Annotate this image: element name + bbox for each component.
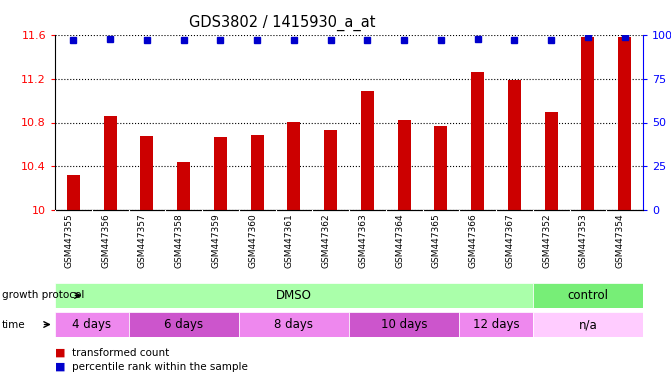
Bar xyxy=(177,162,190,210)
Bar xyxy=(214,137,227,210)
Text: 4 days: 4 days xyxy=(72,318,111,331)
Bar xyxy=(55,283,533,308)
Text: GSM447356: GSM447356 xyxy=(101,214,110,268)
Text: time: time xyxy=(2,319,25,329)
Text: 6 days: 6 days xyxy=(164,318,203,331)
Text: GSM447352: GSM447352 xyxy=(542,214,551,268)
Bar xyxy=(618,37,631,210)
Text: GSM447362: GSM447362 xyxy=(321,214,331,268)
Bar xyxy=(67,175,80,210)
Text: DMSO: DMSO xyxy=(276,289,312,302)
Text: GSM447360: GSM447360 xyxy=(248,214,257,268)
Text: GSM447367: GSM447367 xyxy=(505,214,515,268)
Text: GSM447366: GSM447366 xyxy=(468,214,478,268)
Bar xyxy=(459,312,533,337)
Bar xyxy=(55,312,129,337)
Bar xyxy=(287,122,301,210)
Bar xyxy=(533,283,643,308)
Bar xyxy=(324,130,337,210)
Text: GSM447365: GSM447365 xyxy=(432,214,441,268)
Text: GSM447361: GSM447361 xyxy=(285,214,294,268)
Bar xyxy=(239,312,349,337)
Text: GSM447358: GSM447358 xyxy=(174,214,184,268)
Text: n/a: n/a xyxy=(578,318,597,331)
Text: GSM447354: GSM447354 xyxy=(615,214,625,268)
Bar xyxy=(129,312,239,337)
Text: GSM447363: GSM447363 xyxy=(358,214,368,268)
Text: control: control xyxy=(568,289,609,302)
Bar xyxy=(471,72,484,210)
Bar xyxy=(140,136,153,210)
Text: GSM447355: GSM447355 xyxy=(64,214,73,268)
Bar xyxy=(545,112,558,210)
Bar xyxy=(582,37,595,210)
Text: transformed count: transformed count xyxy=(72,348,169,358)
Text: GSM447353: GSM447353 xyxy=(579,214,588,268)
Bar xyxy=(349,312,459,337)
Bar xyxy=(361,91,374,210)
Bar xyxy=(398,120,411,210)
Bar xyxy=(434,126,448,210)
Text: ■: ■ xyxy=(55,362,66,372)
Text: ■: ■ xyxy=(55,348,66,358)
Text: GSM447364: GSM447364 xyxy=(395,214,404,268)
Bar xyxy=(533,312,643,337)
Text: GSM447357: GSM447357 xyxy=(138,214,147,268)
Text: 12 days: 12 days xyxy=(472,318,519,331)
Text: 10 days: 10 days xyxy=(381,318,427,331)
Text: percentile rank within the sample: percentile rank within the sample xyxy=(72,362,248,372)
Bar xyxy=(508,80,521,210)
Text: GDS3802 / 1415930_a_at: GDS3802 / 1415930_a_at xyxy=(189,15,375,31)
Bar xyxy=(104,116,117,210)
Text: GSM447359: GSM447359 xyxy=(211,214,220,268)
Text: 8 days: 8 days xyxy=(274,318,313,331)
Text: growth protocol: growth protocol xyxy=(2,291,85,301)
Bar xyxy=(251,134,264,210)
